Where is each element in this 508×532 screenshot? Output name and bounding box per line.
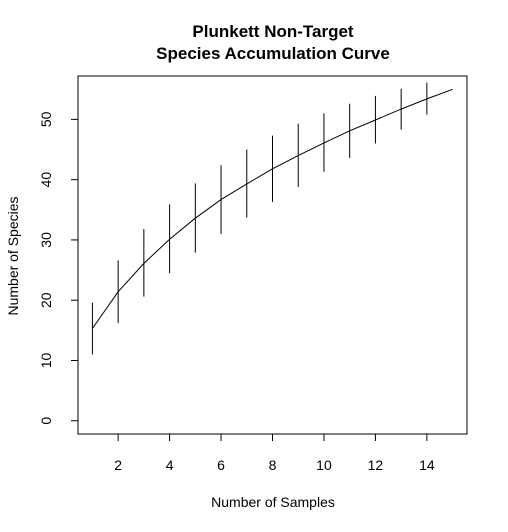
y-tick-label: 10 — [38, 352, 54, 368]
error-bars — [91, 82, 428, 355]
plot-frame — [77, 75, 468, 435]
y-axis-label: Number of Species — [5, 196, 21, 315]
y-tick-label: 30 — [38, 232, 54, 248]
x-tick-label: 4 — [166, 457, 174, 473]
y-tick-label: 40 — [38, 172, 54, 188]
x-tick-label: 12 — [368, 457, 384, 473]
x-tick-label: 10 — [316, 457, 332, 473]
chart-title-line2: Species Accumulation Curve — [156, 44, 390, 63]
chart-title-line1: Plunkett Non-Target — [192, 22, 354, 41]
y-tick-label: 0 — [38, 417, 54, 425]
x-tick-label: 2 — [114, 457, 122, 473]
y-axis: 0 10 20 30 40 50 — [38, 111, 79, 425]
x-tick-label: 14 — [419, 457, 435, 473]
x-axis: 2 4 6 8 10 12 14 — [114, 433, 435, 473]
x-axis-label: Number of Samples — [211, 494, 335, 510]
x-tick-label: 8 — [269, 457, 277, 473]
x-tick-label: 6 — [217, 457, 225, 473]
y-tick-label: 20 — [38, 292, 54, 308]
accumulation-curve — [91, 88, 453, 329]
y-tick-label: 50 — [38, 111, 54, 127]
